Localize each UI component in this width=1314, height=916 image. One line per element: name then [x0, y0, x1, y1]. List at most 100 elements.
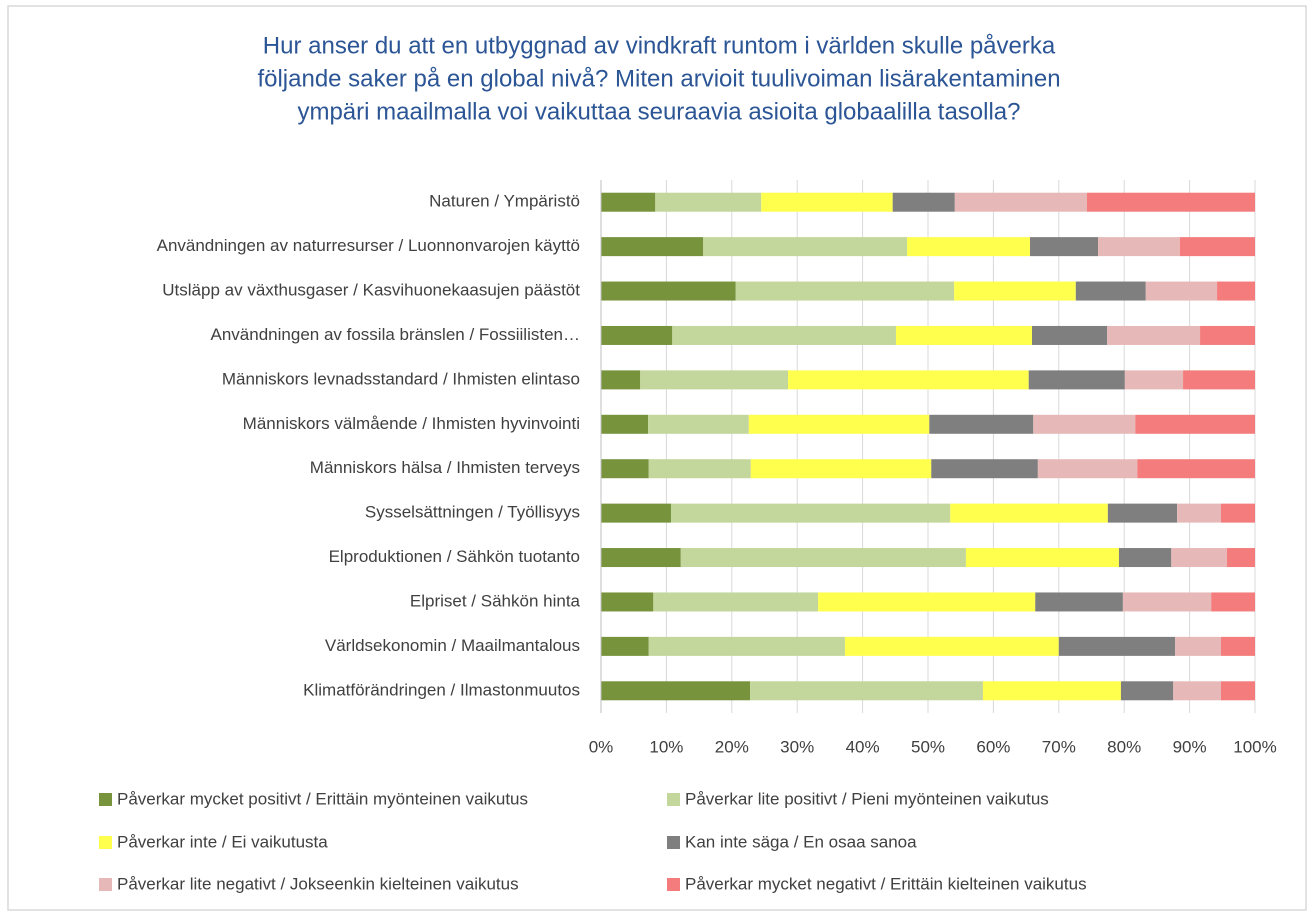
legend-swatch	[99, 878, 112, 891]
bar-segment	[748, 414, 930, 434]
x-tick-label: 0%	[589, 737, 614, 756]
bar-segment	[601, 192, 656, 212]
bar-segment	[1200, 325, 1255, 345]
bar-segment	[1217, 281, 1255, 301]
bar-segment	[1122, 592, 1212, 612]
bar-segment	[1028, 370, 1125, 390]
y-tick-label: Utsläpp av växthusgaser / Kasvihuonekaas…	[162, 281, 580, 300]
bar-segment	[1145, 281, 1218, 301]
y-tick-label: Naturen / Ympäristö	[429, 192, 580, 211]
bar-segment	[982, 681, 1121, 701]
bar-segment	[892, 192, 955, 212]
bar-segment	[965, 548, 1119, 568]
bar-segment	[670, 503, 951, 523]
bar-segment	[640, 370, 789, 390]
x-tick-label: 20%	[715, 737, 749, 756]
legend-label: Kan inte säga / En osaa sanoa	[685, 832, 917, 851]
legend-label: Påverkar mycket negativt / Erittäin kiel…	[685, 874, 1087, 893]
chart-frame	[7, 5, 1307, 911]
bar-segment	[601, 281, 736, 301]
bar-segment	[1058, 636, 1176, 656]
chart-title: Hur anser du att en utbyggnad av vindkra…	[263, 32, 1056, 59]
bar-segment	[1031, 325, 1108, 345]
bar-segment	[1120, 681, 1174, 701]
bar-segment	[601, 370, 641, 390]
bar-segment	[672, 325, 896, 345]
bar-segment	[735, 281, 955, 301]
bar-segment	[1211, 592, 1255, 612]
bar-segment	[1124, 370, 1184, 390]
y-tick-label: Människors välmående / Ihmisten hyvinvoi…	[243, 414, 580, 433]
bar-segment	[601, 459, 649, 479]
x-tick-label: 80%	[1107, 737, 1141, 756]
bar-segment	[1177, 503, 1221, 523]
bar-segment	[601, 548, 681, 568]
bar-segment	[818, 592, 1036, 612]
bar-segment	[931, 459, 1038, 479]
bar-segment	[601, 592, 654, 612]
bar-segment	[761, 192, 893, 212]
y-tick-label: Klimatförändringen / Ilmastonmuutos	[303, 680, 580, 699]
bar-segment	[907, 237, 1031, 257]
bar-segment	[648, 414, 749, 434]
bar-segment	[680, 548, 966, 568]
x-tick-label: 50%	[911, 737, 945, 756]
bar-segment	[1075, 281, 1146, 301]
y-tick-label: Människors levnadsstandard / Ihmisten el…	[222, 369, 580, 388]
legend-label: Påverkar lite positivt / Pieni myönteine…	[685, 789, 1049, 808]
bar-segment	[950, 503, 1108, 523]
legend-label: Påverkar lite negativt / Jokseenkin kiel…	[117, 874, 519, 893]
bar-segment	[601, 325, 673, 345]
bar-segment	[1175, 636, 1221, 656]
bar-segment	[601, 636, 649, 656]
bar-segment	[1107, 503, 1178, 523]
bar-segment	[954, 281, 1076, 301]
bar-segment	[1098, 237, 1180, 257]
bar-segment	[653, 592, 819, 612]
bar-segment	[601, 681, 751, 701]
bar-segment	[601, 237, 704, 257]
bar-segment	[1220, 681, 1255, 701]
y-tick-label: Elpriset / Sähkön hinta	[410, 591, 581, 610]
bar-segment	[703, 237, 908, 257]
bar-segment	[1137, 459, 1255, 479]
legend-swatch	[667, 836, 680, 849]
bar-segment	[1173, 681, 1221, 701]
bar-segment	[1107, 325, 1201, 345]
bar-segment	[1118, 548, 1172, 568]
bar-segment	[895, 325, 1032, 345]
bar-segment	[750, 681, 983, 701]
y-tick-label: Användningen av naturresurser / Luonnonv…	[157, 236, 580, 255]
bar-segment	[1037, 459, 1138, 479]
legend-swatch	[667, 793, 680, 806]
bar-segment	[1035, 592, 1123, 612]
bar-segment	[750, 459, 932, 479]
y-tick-label: Människors hälsa / Ihmisten terveys	[310, 458, 580, 477]
legend-swatch	[99, 793, 112, 806]
chart-title: ympäri maailmalla voi vaikuttaa seuraavi…	[297, 98, 1020, 125]
x-tick-label: 90%	[1173, 737, 1207, 756]
bar-segment	[1220, 636, 1255, 656]
legend-label: Påverkar mycket positivt / Erittäin myön…	[117, 789, 528, 808]
bar-segment	[1030, 237, 1099, 257]
x-tick-label: 30%	[780, 737, 814, 756]
bar-segment	[648, 459, 751, 479]
x-tick-label: 10%	[649, 737, 683, 756]
bar-segment	[1135, 414, 1255, 434]
bar-segment	[648, 636, 845, 656]
legend-swatch	[99, 836, 112, 849]
bar-segment	[655, 192, 762, 212]
x-tick-label: 60%	[976, 737, 1010, 756]
legend-label: Påverkar inte / Ei vaikutusta	[117, 832, 328, 851]
bar-segment	[1183, 370, 1255, 390]
bar-segment	[1226, 548, 1255, 568]
bar-segment	[1086, 192, 1255, 212]
bar-segment	[929, 414, 1034, 434]
bar-segment	[1179, 237, 1255, 257]
bar-segment	[601, 503, 671, 523]
y-tick-label: Världsekonomin / Maailmantalous	[325, 636, 580, 655]
bar-segment	[1033, 414, 1136, 434]
bar-segment	[601, 414, 649, 434]
y-tick-label: Elproduktionen / Sähkön tuotanto	[329, 547, 580, 566]
